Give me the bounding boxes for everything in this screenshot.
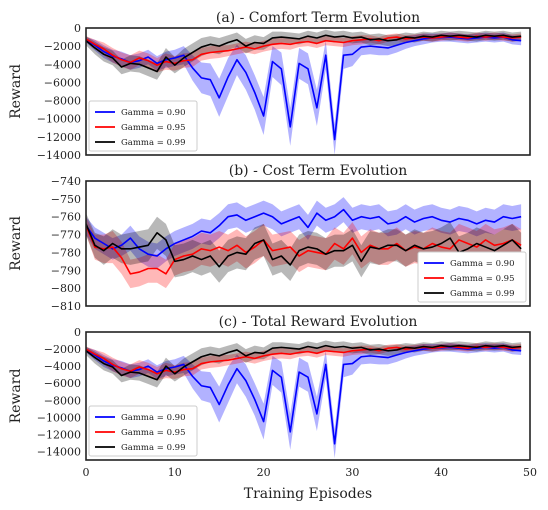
y-tick-label: 0 [74,22,81,35]
y-tick-label: −10000 [37,411,81,424]
y-tick-label: −10000 [37,113,81,126]
y-tick-label: −4000 [44,360,81,373]
axes-frame [85,27,531,156]
band-series-1 [86,197,522,269]
legend-entry: Gamma = 0.95 [121,428,186,438]
line-series-3 [86,223,522,268]
panel-title: (c) - Total Reward Evolution [219,314,418,330]
line-series-2 [86,225,522,275]
axes-frame [85,331,531,461]
legend-box [417,251,527,303]
legend-entry: Gamma = 0.99 [121,138,186,148]
legend: Gamma = 0.90 Gamma = 0.95 Gamma = 0.99 [417,251,527,303]
band-series-1 [86,32,522,155]
y-tick-label: −800 [51,282,81,295]
legend-entry: Gamma = 0.99 [121,443,186,453]
band-series-3 [86,340,522,388]
y-tick-label: 0 [74,326,81,339]
y-tick-label: −810 [51,300,81,313]
y-tick-label: −740 [51,175,81,188]
y-axis-label: Reward [8,216,24,271]
y-tick-label: −8000 [44,95,81,108]
x-tick-label: 50 [523,466,537,479]
y-tick-label: −6000 [44,76,81,89]
panel-title: (a) - Comfort Term Evolution [216,10,420,26]
y-tick-label: −770 [51,229,81,242]
axes-frame [85,180,531,307]
plot-area [86,29,522,155]
panel-3: 0−2000−4000−6000−8000−10000−12000−140000… [8,314,537,502]
y-tick-label: −6000 [44,377,81,390]
x-tick-label: 10 [168,466,182,479]
legend-entry: Gamma = 0.95 [121,123,186,133]
legend-entry: Gamma = 0.90 [121,108,186,118]
y-tick-label: −14000 [37,445,81,458]
band-series-2 [86,32,522,73]
y-tick-label: −790 [51,264,81,277]
band-series-1 [86,343,522,459]
plot-area [86,197,522,289]
line-series-3 [86,344,522,381]
y-tick-label: −4000 [44,58,81,71]
legend: Gamma = 0.90 Gamma = 0.95 Gamma = 0.99 [88,405,198,457]
y-axis-label: Reward [8,369,24,424]
y-tick-label: −8000 [44,394,81,407]
x-tick-label: 40 [434,466,448,479]
legend-entry: Gamma = 0.99 [450,289,515,299]
x-axis-label: Training Episodes [244,486,372,502]
legend-entry: Gamma = 0.90 [121,413,186,423]
panel-1: 0 −2000 −4000 −6000 −8000 −10000 −12000 −14000 (… [8,10,531,162]
y-tick-label: −780 [51,246,81,259]
y-tick-label: −2000 [44,343,81,356]
y-tick-label: −2000 [44,40,81,53]
y-tick-label: −12000 [37,131,81,144]
band-series-3 [86,29,522,80]
line-series-3 [86,34,522,73]
y-tick-label: −12000 [37,428,81,441]
legend-entry: Gamma = 0.90 [450,259,515,269]
legend-box [88,100,198,152]
band-series-2 [86,343,522,381]
y-axis-label: Reward [8,64,24,119]
band-series-3 [86,213,522,283]
y-tick-label: −14000 [37,149,81,162]
x-tick-label: 20 [257,466,271,479]
legend-entry: Gamma = 0.95 [450,274,515,284]
panel-title: (b) - Cost Term Evolution [229,163,407,179]
y-tick-label: −760 [51,211,81,224]
panel-2: −740 −750 −760 −770 −780 −790 −800 −810 (b) - Co… [8,163,531,313]
legend-box [88,405,198,457]
line-series-1 [86,208,522,257]
line-series-1 [86,36,522,141]
plot-area [86,340,522,459]
y-tick-label: −750 [51,193,81,206]
x-tick-label: 0 [83,466,90,479]
x-tick-label: 30 [345,466,359,479]
legend: Gamma = 0.90 Gamma = 0.95 Gamma = 0.99 [88,100,198,152]
